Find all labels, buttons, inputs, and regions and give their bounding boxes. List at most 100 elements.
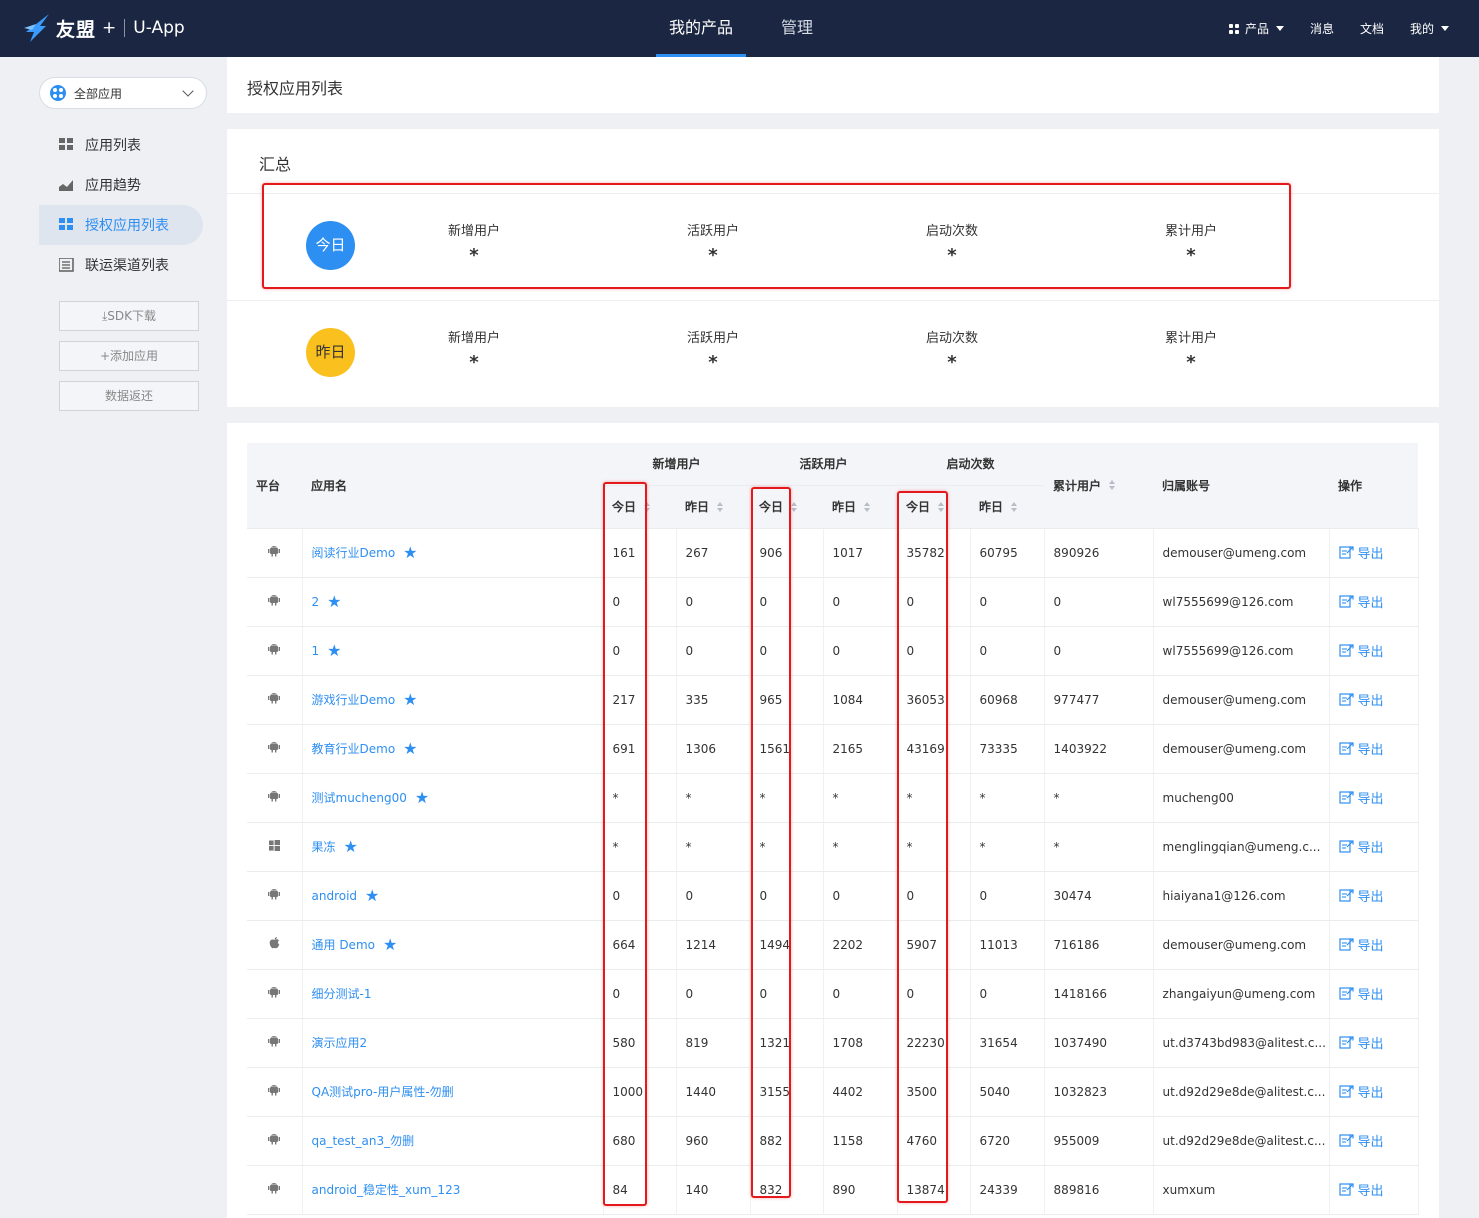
metric-new-users: 新增用户 *	[414, 220, 534, 266]
col-total-users[interactable]: 累计用户	[1044, 443, 1154, 529]
active-users-today-cell: 832	[750, 1165, 824, 1215]
col-new-users-today[interactable]: 今日	[603, 485, 676, 529]
star-icon[interactable]: ★	[382, 935, 398, 954]
star-icon[interactable]: ★	[327, 641, 342, 660]
account-cell: wl7555699@126.com	[1153, 577, 1330, 627]
export-label: 导出	[1357, 938, 1384, 954]
col-launches-yesterday[interactable]: 昨日	[970, 485, 1045, 529]
star-icon[interactable]: ★	[403, 739, 418, 758]
user-menu[interactable]: 我的	[1410, 20, 1449, 37]
sidebar-item-label: 应用列表	[85, 138, 141, 154]
active-users-yesterday-cell: 4402	[823, 1067, 898, 1117]
active-users-yesterday-cell: 1017	[823, 528, 898, 578]
sidebar-item-app-trend[interactable]: 应用趋势	[39, 165, 203, 205]
sort-icon[interactable]	[1109, 480, 1116, 491]
new-users-today-cell: 0	[603, 577, 677, 627]
highlight-box-summary-today	[262, 183, 1291, 289]
sort-icon[interactable]	[791, 501, 798, 512]
metric-launches: 启动次数 *	[892, 220, 1012, 266]
android-icon	[268, 790, 281, 805]
table-row: 阅读行业Demo ★ 161 267 906 1017 35782 60795 890926 de…	[247, 528, 1419, 578]
launches-today-cell: 0	[897, 871, 971, 921]
export-button[interactable]: 导出	[1338, 1082, 1384, 1101]
sidebar-item-authorized-apps[interactable]: 授权应用列表	[39, 205, 203, 245]
sidebar-item-app-list[interactable]: 应用列表	[39, 125, 203, 165]
app-name-link[interactable]: android_稳定性_xum_123	[311, 1183, 461, 1197]
star-icon[interactable]: ★	[403, 543, 418, 562]
export-button[interactable]: 导出	[1338, 935, 1384, 954]
col-action: 操作	[1329, 443, 1419, 529]
data-return-button[interactable]: 数据返还	[59, 381, 199, 411]
sidebar-item-channels[interactable]: 联运渠道列表	[39, 245, 203, 285]
logo[interactable]: 友盟 + U-App	[22, 10, 185, 46]
sort-icon[interactable]	[938, 501, 945, 512]
metric-value: *	[947, 245, 957, 266]
export-button[interactable]: 导出	[1338, 690, 1384, 709]
star-icon[interactable]: ★	[414, 788, 430, 807]
new-users-yesterday-cell: *	[676, 822, 751, 872]
total-users-cell: 977477	[1044, 675, 1154, 725]
launches-today-cell: 35782	[897, 528, 971, 578]
app-name-cell: 细分测试-1	[302, 969, 604, 1019]
export-button[interactable]: 导出	[1338, 641, 1384, 660]
total-users-cell: 716186	[1044, 920, 1154, 970]
export-button[interactable]: 导出	[1338, 543, 1384, 562]
export-button[interactable]: 导出	[1338, 592, 1384, 611]
platform-cell	[247, 1165, 303, 1215]
launches-today-cell: 36053	[897, 675, 971, 725]
col-label: 今日	[612, 500, 637, 514]
nav-my-products[interactable]: 我的产品	[656, 0, 747, 57]
star-icon[interactable]: ★	[327, 592, 342, 611]
col-active-users-today[interactable]: 今日	[750, 485, 824, 529]
export-button[interactable]: 导出	[1338, 739, 1384, 758]
app-name-link[interactable]: 1	[311, 644, 320, 658]
app-name-link[interactable]: 通用 Demo	[311, 938, 375, 952]
export-button[interactable]: 导出	[1338, 1131, 1384, 1150]
app-name-link[interactable]: 游戏行业Demo	[311, 693, 396, 707]
app-name-link[interactable]: 果冻	[311, 840, 336, 854]
app-name-link[interactable]: 细分测试-1	[311, 987, 372, 1001]
platform-cell	[247, 822, 303, 872]
sort-icon[interactable]	[1011, 501, 1018, 512]
col-active-users-yesterday[interactable]: 昨日	[823, 485, 898, 529]
export-button[interactable]: 导出	[1338, 1033, 1384, 1052]
active-users-today-cell: 906	[750, 528, 824, 578]
export-icon	[1338, 987, 1354, 1000]
messages-link[interactable]: 消息	[1309, 22, 1334, 36]
col-new-users-yesterday[interactable]: 昨日	[676, 485, 751, 529]
products-menu[interactable]: 产品	[1228, 20, 1284, 37]
app-name-cell: 通用 Demo ★	[302, 920, 604, 970]
export-button[interactable]: 导出	[1338, 886, 1384, 905]
app-name-link[interactable]: 阅读行业Demo	[311, 546, 396, 560]
sort-icon[interactable]	[717, 501, 724, 512]
export-button[interactable]: 导出	[1338, 984, 1384, 1003]
app-name-link[interactable]: qa_test_an3_勿删	[311, 1134, 415, 1148]
platform-cell	[247, 724, 303, 774]
app-name-link[interactable]: 教育行业Demo	[311, 742, 396, 756]
sdk-download-button[interactable]: ⤓SDK下载	[59, 301, 199, 331]
star-icon[interactable]: ★	[343, 837, 358, 856]
metric-label: 新增用户	[447, 331, 500, 346]
star-icon[interactable]: ★	[403, 690, 418, 709]
add-app-button[interactable]: +添加应用	[59, 341, 199, 371]
app-name-link[interactable]: 2	[311, 595, 320, 609]
metric-label: 活跃用户	[686, 224, 739, 239]
sort-icon[interactable]	[644, 501, 651, 512]
export-button[interactable]: 导出	[1338, 1180, 1384, 1199]
app-name-link[interactable]: 演示应用2	[311, 1036, 368, 1050]
app-name-link[interactable]: android	[311, 889, 358, 903]
app-name-link[interactable]: QA测试pro-用户属性-勿删	[311, 1085, 454, 1099]
highlight-box-new-users-today	[603, 482, 647, 1206]
docs-link[interactable]: 文档	[1359, 22, 1384, 36]
sort-icon[interactable]	[864, 501, 871, 512]
account-cell: demouser@umeng.com	[1153, 675, 1330, 725]
export-button[interactable]: 导出	[1338, 837, 1384, 856]
metric-label: 新增用户	[447, 224, 500, 239]
app-select-dropdown[interactable]: 全部应用	[39, 77, 207, 109]
active-users-today-cell: 0	[750, 871, 824, 921]
nav-manage[interactable]: 管理	[781, 18, 814, 37]
export-button[interactable]: 导出	[1338, 788, 1384, 807]
app-name-link[interactable]: 测试mucheng00	[311, 791, 407, 805]
star-icon[interactable]: ★	[365, 886, 380, 905]
yesterday-badge: 昨日	[306, 328, 355, 377]
